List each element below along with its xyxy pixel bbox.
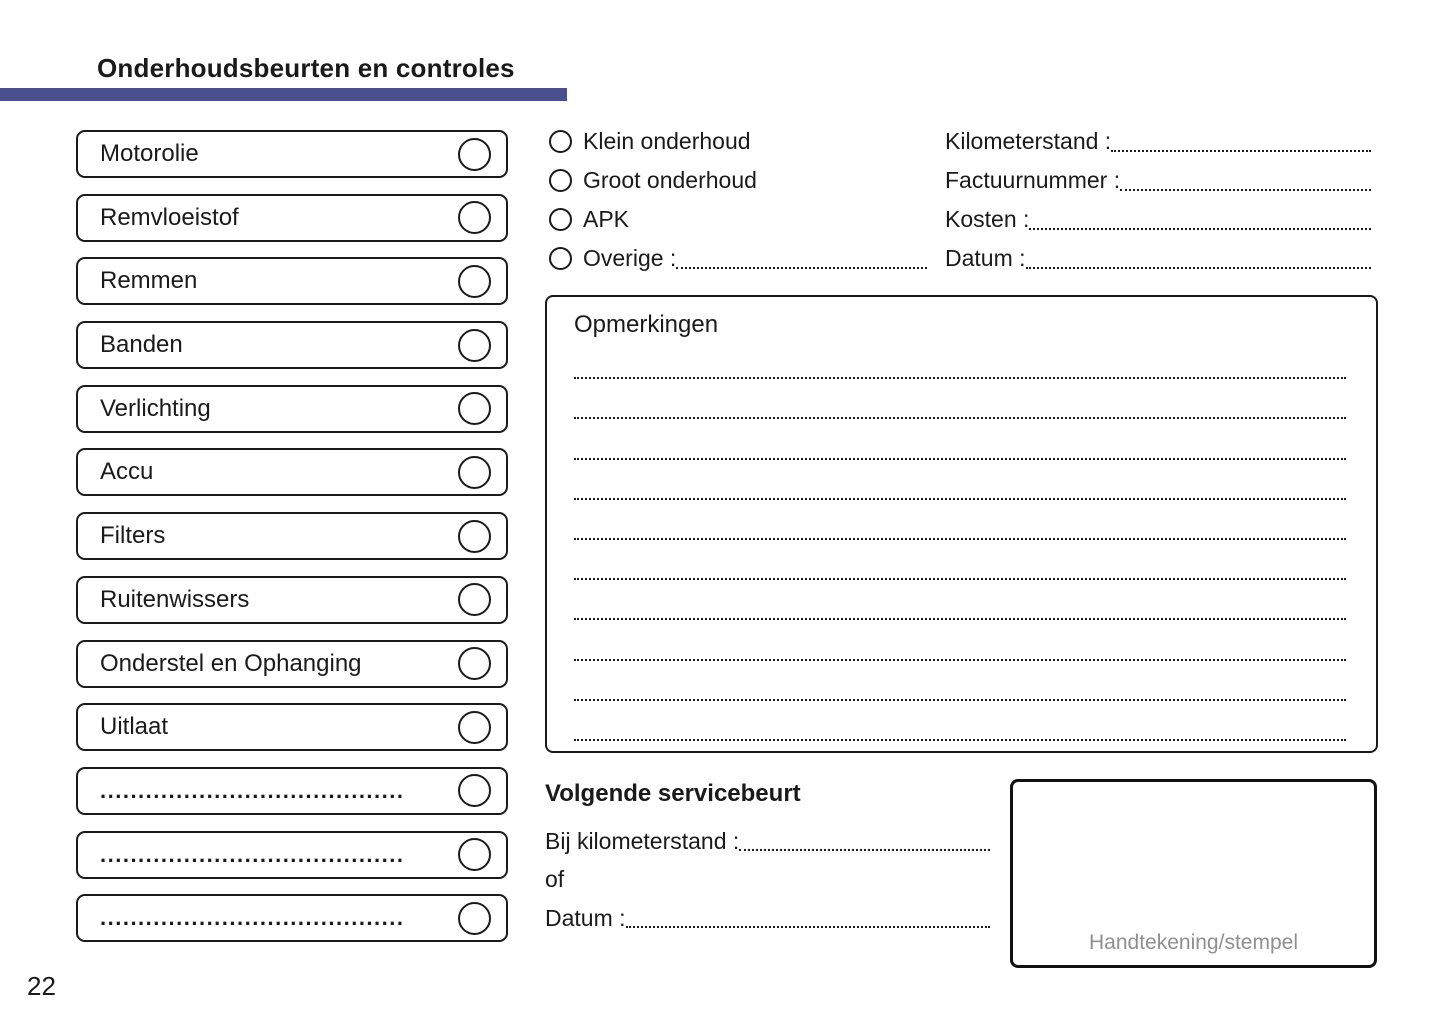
checklist-item-label: Uitlaat — [100, 713, 169, 741]
check-circle[interactable] — [458, 328, 491, 362]
checklist-item-banden: Banden — [76, 321, 508, 370]
check-circle[interactable] — [458, 838, 491, 872]
remarks-line[interactable] — [574, 339, 1346, 380]
field-row-factuurnummer: Factuurnummer : — [945, 161, 1371, 200]
remarks-line[interactable] — [574, 661, 1346, 701]
checklist-item-blank-3: ........................................ — [76, 894, 508, 943]
next-service-mileage-fill-in-line[interactable] — [739, 849, 990, 851]
checklist-item-blank-2: ........................................ — [76, 830, 508, 879]
radio-circle[interactable] — [549, 169, 572, 192]
service-type-label: Overige : — [583, 245, 677, 271]
kosten-fill-in-line[interactable] — [1029, 228, 1371, 230]
remarks-line[interactable] — [574, 540, 1346, 581]
service-type-row-groot-onderhoud: Groot onderhoud — [549, 161, 927, 200]
datum-fill-in-line[interactable] — [1025, 267, 1371, 269]
page-title: Onderhoudsbeurten en controles — [97, 53, 515, 83]
checklist-item-remvloeistof: Remvloeistof — [76, 193, 508, 242]
service-type-row-overige: Overige : — [549, 239, 927, 278]
radio-circle[interactable] — [549, 208, 572, 231]
next-service-title: Volgende servicebeurt — [545, 780, 801, 807]
checklist-item-label: Motorolie — [100, 140, 199, 167]
check-circle[interactable] — [458, 137, 491, 171]
checklist-item-motorolie: Motorolie — [76, 130, 508, 178]
remarks-line[interactable] — [574, 500, 1346, 540]
signature-box[interactable]: Handtekening/stempel — [1010, 779, 1377, 968]
field-row-kosten: Kosten : — [945, 200, 1371, 239]
check-circle[interactable] — [458, 264, 491, 298]
remarks-panel: Opmerkingen — [545, 295, 1378, 753]
checklist-blank-write-in[interactable]: ........................................ — [100, 777, 405, 803]
page-number: 22 — [27, 971, 56, 1001]
checklist-blank-write-in[interactable]: ........................................ — [100, 905, 405, 931]
remarks-line[interactable] — [574, 460, 1346, 500]
checklist-item-label: Remmen — [100, 267, 198, 295]
checklist-item-remmen: Remmen — [76, 257, 508, 306]
field-row-kilometerstand: Kilometerstand : — [945, 122, 1371, 161]
radio-circle[interactable] — [549, 130, 572, 153]
checklist-item-accu: Accu — [76, 448, 508, 497]
check-circle[interactable] — [458, 710, 491, 744]
check-circle[interactable] — [458, 455, 491, 489]
overige-fill-in-line[interactable] — [676, 267, 927, 269]
field-row-datum: Datum : — [945, 239, 1371, 278]
check-circle[interactable] — [458, 647, 491, 680]
checklist-item-label: Ruitenwissers — [100, 585, 250, 613]
invoice-fields: Kilometerstand : Factuurnummer : Kosten … — [945, 122, 1371, 278]
check-circle[interactable] — [458, 583, 491, 617]
service-type-options: Klein onderhoud Groot onderhoud APK Over… — [549, 122, 927, 278]
check-circle[interactable] — [458, 774, 491, 808]
service-type-label: Klein onderhoud — [583, 128, 751, 154]
check-circle[interactable] — [458, 392, 491, 426]
remarks-line[interactable] — [574, 379, 1346, 420]
title-accent-bar — [0, 88, 567, 101]
next-service-date-label: Datum : — [545, 904, 626, 931]
next-service-mileage-row: Bij kilometerstand : — [545, 822, 990, 860]
checklist-item-ruitenwissers: Ruitenwissers — [76, 575, 508, 624]
radio-circle[interactable] — [549, 247, 572, 270]
checklist-item-label: Filters — [100, 522, 166, 550]
checklist-item-onderstel-en-ophanging: Onderstel en Ophanging — [76, 639, 508, 688]
check-circle[interactable] — [458, 901, 491, 935]
field-label: Kosten : — [945, 206, 1030, 232]
next-service-date-fill-in-line[interactable] — [625, 926, 990, 928]
remarks-line[interactable] — [574, 580, 1346, 621]
checklist-item-blank-1: ........................................ — [76, 766, 508, 815]
check-circle[interactable] — [458, 201, 491, 235]
remarks-line[interactable] — [574, 419, 1346, 460]
signature-label: Handtekening/stempel — [1089, 931, 1298, 954]
checklist-item-label: Remvloeistof — [100, 203, 239, 231]
checklist-item-label: Accu — [100, 458, 154, 486]
maintenance-checklist: Motorolie Remvloeistof Remmen Banden Ver… — [76, 130, 508, 943]
checklist-blank-write-in[interactable]: ........................................ — [100, 841, 405, 867]
field-label: Datum : — [945, 245, 1026, 271]
service-type-label: Groot onderhoud — [583, 167, 757, 193]
factuurnummer-fill-in-line[interactable] — [1120, 189, 1371, 191]
check-circle[interactable] — [458, 519, 491, 553]
kilometerstand-fill-in-line[interactable] — [1111, 150, 1371, 152]
checklist-item-verlichting: Verlichting — [76, 384, 508, 433]
checklist-item-label: Banden — [100, 331, 183, 359]
field-label: Kilometerstand : — [945, 128, 1112, 154]
remarks-title: Opmerkingen — [574, 311, 719, 338]
field-label: Factuurnummer : — [945, 167, 1121, 193]
checklist-item-uitlaat: Uitlaat — [76, 703, 508, 752]
remarks-line[interactable] — [574, 701, 1346, 741]
checklist-item-label: Verlichting — [100, 394, 211, 422]
next-service-or-label: of — [545, 866, 565, 892]
next-service-date-row: Datum : — [545, 899, 990, 937]
checklist-item-filters: Filters — [76, 512, 508, 561]
checklist-item-label: Onderstel en Ophanging — [100, 649, 362, 677]
next-service-mileage-label: Bij kilometerstand : — [545, 827, 740, 854]
service-type-row-apk: APK — [549, 200, 927, 239]
remarks-line[interactable] — [574, 620, 1346, 661]
service-type-label: APK — [583, 206, 630, 232]
service-type-row-klein-onderhoud: Klein onderhoud — [549, 122, 927, 161]
